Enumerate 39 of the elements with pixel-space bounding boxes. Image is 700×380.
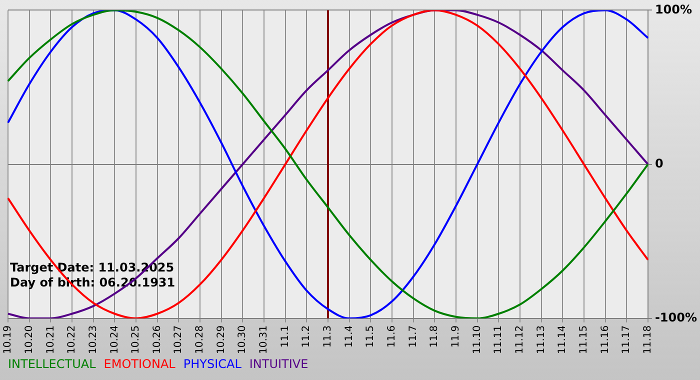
x-tick-label: 10.22 <box>66 325 78 354</box>
x-tick-label: 11.9 <box>450 325 462 348</box>
x-tick-label: 11.12 <box>514 325 526 354</box>
x-tick-label: 10.27 <box>173 325 184 354</box>
x-tick-label: 11.17 <box>621 325 632 354</box>
y-tick-label: 0 <box>654 156 664 170</box>
x-tick-label: 11.3 <box>322 325 334 348</box>
y-tick-label: -100% <box>654 310 698 324</box>
x-tick-label: 11.14 <box>557 325 568 354</box>
y-tick-label: 100% <box>654 2 692 16</box>
x-tick-label: 11.2 <box>301 325 312 348</box>
text: EMOTIONAL <box>104 357 176 371</box>
x-tick-label: 11.4 <box>344 325 355 348</box>
x-tick-label: 10.23 <box>88 325 99 354</box>
x-tick-label: 11.6 <box>386 325 398 348</box>
x-tick-label: 11.18 <box>642 325 654 354</box>
x-tick-label: 11.13 <box>536 325 547 354</box>
text: INTUITIVE <box>249 357 308 371</box>
line-series <box>7 10 649 318</box>
x-tick-label: 10.24 <box>109 325 120 354</box>
x-tick-label: 10.21 <box>45 325 56 354</box>
x-tick-label: 11.8 <box>429 325 440 348</box>
x-tick-label: 10.25 <box>130 325 142 354</box>
x-tick-label: 11.7 <box>408 325 419 348</box>
x-tick-label: 10.28 <box>194 325 206 354</box>
x-tick-label: 10.29 <box>216 325 227 354</box>
x-tick-label: 11.10 <box>472 325 483 354</box>
text: PHYSICAL <box>183 357 242 371</box>
x-tick-label: 10.26 <box>152 325 163 354</box>
text: INTELLECTUAL <box>8 357 96 371</box>
x-tick-label: 11.1 <box>280 325 291 348</box>
x-tick-label: 11.15 <box>578 325 590 354</box>
x-tick-label: 10.20 <box>24 325 35 354</box>
x-tick-label: 11.16 <box>600 325 611 354</box>
x-tick-label: 10.19 <box>2 325 14 354</box>
x-tick-label: 11.5 <box>365 325 376 348</box>
x-tick-label: 11.11 <box>493 325 504 354</box>
x-tick-label: 10.30 <box>237 325 248 354</box>
x-tick-label: 10.31 <box>258 325 270 354</box>
